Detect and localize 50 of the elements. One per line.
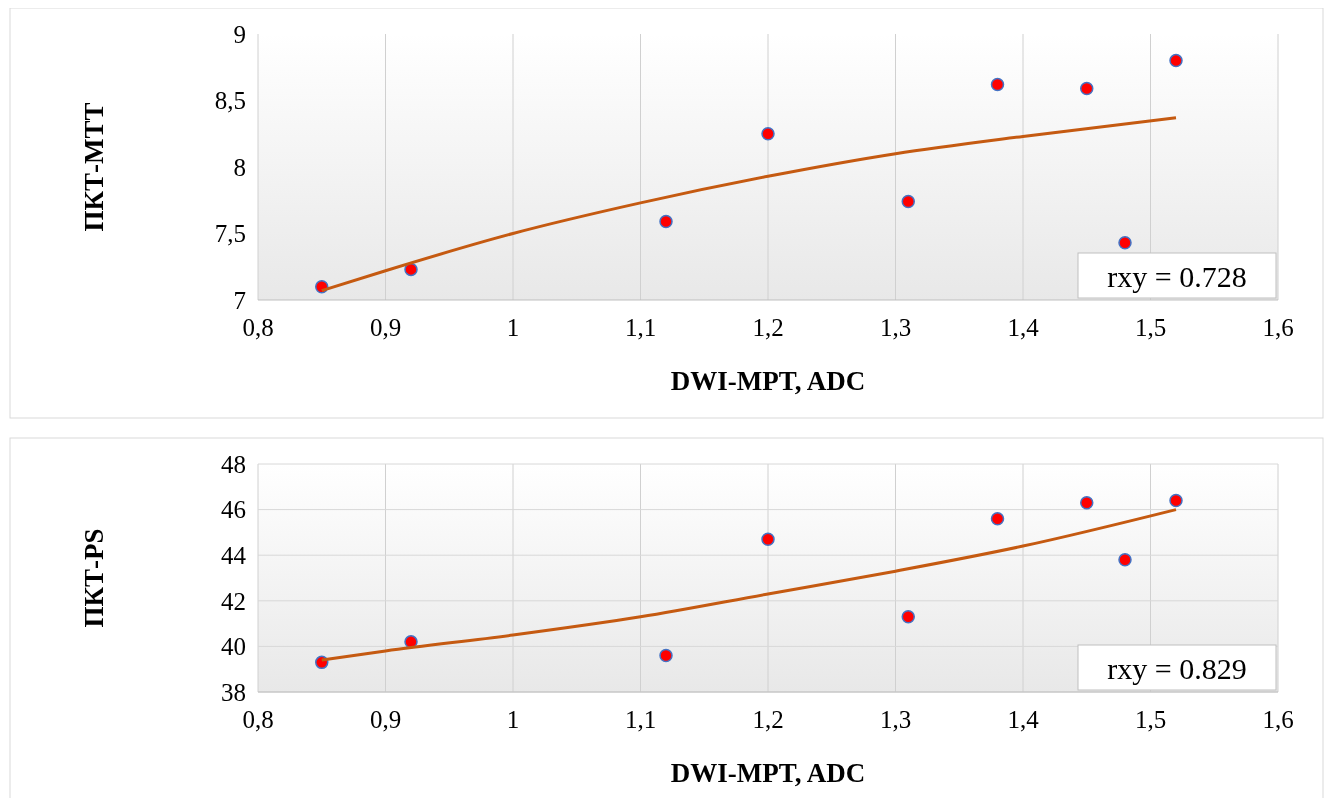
point — [901, 610, 915, 624]
x-tick-label: 1,6 — [1262, 706, 1294, 733]
y-tick-label: 42 — [221, 587, 246, 615]
y-tick-label: 44 — [221, 541, 247, 569]
annotation: rxy = 0.829 — [1107, 651, 1247, 685]
y-axis-title: ПКТ-МТТ — [79, 102, 109, 232]
x-tick-label: 1,1 — [624, 314, 657, 341]
point — [404, 262, 418, 277]
point — [901, 194, 915, 209]
point — [1118, 236, 1132, 250]
y-tick-label: 40 — [221, 633, 246, 661]
y-tick-label: 7,5 — [214, 220, 246, 248]
x-tick-label: 0,8 — [242, 314, 274, 341]
annotation: rxy = 0.728 — [1107, 259, 1247, 293]
point — [990, 511, 1005, 526]
x-tick-label: 1,2 — [752, 706, 784, 733]
x-tick-label: 1,2 — [752, 314, 784, 341]
point — [1169, 493, 1183, 508]
y-tick-label: 8 — [233, 153, 246, 181]
point — [1080, 81, 1094, 96]
point — [1080, 496, 1094, 510]
x-tick-label: 0,9 — [369, 706, 402, 733]
x-tick-label: 1,1 — [624, 706, 657, 733]
y-tick-label: 7 — [233, 286, 246, 314]
x-tick-label: 1,4 — [1007, 706, 1040, 733]
y-tick-label: 48 — [221, 450, 246, 478]
x-tick-label: 1,5 — [1134, 314, 1167, 341]
x-tick-label: 1,6 — [1262, 314, 1294, 341]
x-tick-label: 1,5 — [1134, 706, 1167, 733]
y-tick-label: 9 — [233, 20, 246, 48]
point — [1169, 53, 1183, 68]
y-axis-title: ПКТ-PS — [79, 528, 109, 628]
point — [990, 77, 1005, 92]
y-tick-label: 46 — [221, 496, 246, 524]
x-tick-label: 1,4 — [1007, 314, 1040, 341]
x-axis-title: DWI-MPT, ADC — [670, 758, 866, 788]
x-tick-label: 1 — [506, 314, 520, 341]
point — [1118, 553, 1132, 567]
x-tick-label: 1,3 — [879, 314, 912, 341]
y-tick-label: 8,5 — [214, 87, 246, 115]
x-tick-label: 0,9 — [369, 314, 402, 341]
x-axis-title: DWI-MPT, ADC — [670, 366, 866, 396]
x-tick-label: 1 — [506, 706, 520, 733]
point — [659, 214, 673, 229]
point — [761, 532, 775, 546]
y-tick-label: 38 — [221, 678, 246, 706]
x-tick-label: 0,8 — [242, 706, 274, 733]
point — [659, 648, 673, 663]
point — [761, 127, 775, 141]
x-tick-label: 1,3 — [879, 706, 912, 733]
